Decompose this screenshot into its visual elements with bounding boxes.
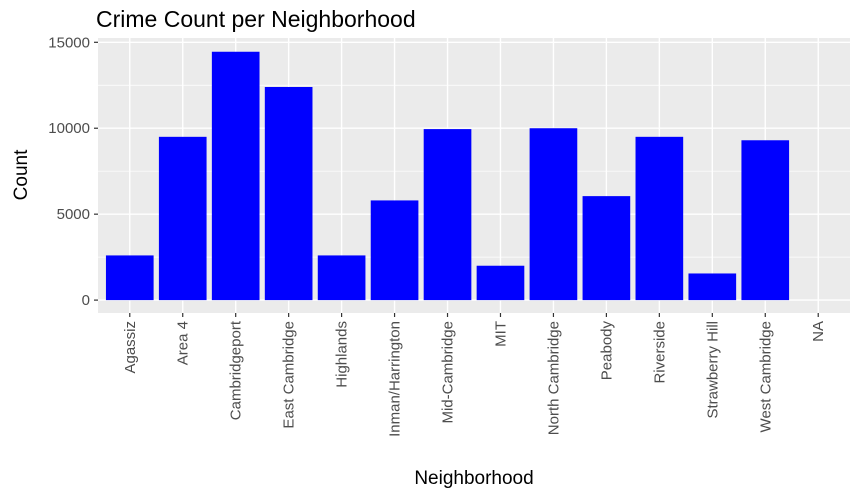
- bars: [105, 51, 790, 301]
- bar: [741, 140, 790, 301]
- bar: [582, 196, 631, 301]
- x-tick-label: Cambridgeport: [228, 320, 245, 420]
- x-tick-label: Strawberry Hill: [704, 321, 721, 419]
- bar: [635, 136, 684, 301]
- x-tick-label: West Cambridge: [757, 321, 774, 432]
- x-axis: Agassiz Area 4 Cambridgeport East Cambridge…: [122, 313, 827, 437]
- bar: [423, 129, 472, 301]
- x-tick-label: Agassiz: [122, 321, 139, 374]
- y-tick-label: 15000: [48, 34, 90, 51]
- x-tick-label: Mid-Cambridge: [440, 321, 457, 424]
- x-tick-label: North Cambridge: [545, 321, 562, 435]
- x-tick-label: NA: [810, 321, 827, 342]
- plot-panel: [98, 38, 850, 313]
- y-tick-label: 10000: [48, 120, 90, 137]
- bar: [264, 86, 313, 301]
- chart-title: Crime Count per Neighborhood: [96, 6, 416, 32]
- x-axis-title: Neighborhood: [414, 468, 533, 489]
- y-axis: 0 5000 10000 15000: [48, 34, 98, 309]
- bar: [370, 200, 419, 301]
- x-tick-label: Highlands: [334, 321, 351, 388]
- bar: [158, 136, 207, 301]
- x-tick-label: Peabody: [598, 321, 615, 381]
- y-axis-title: Count: [11, 149, 32, 200]
- bar: [529, 128, 578, 301]
- x-tick-label: Inman/Harrington: [387, 321, 404, 437]
- y-tick-label: 0: [82, 292, 90, 309]
- bar: [476, 265, 525, 301]
- y-tick-label: 5000: [57, 206, 90, 223]
- x-tick-label: East Cambridge: [281, 321, 298, 429]
- x-tick-label: MIT: [492, 321, 509, 347]
- x-tick-label: Area 4: [175, 321, 192, 365]
- bar: [211, 51, 260, 301]
- bar: [317, 255, 366, 301]
- bar: [105, 255, 154, 301]
- x-tick-label: Riverside: [651, 321, 668, 384]
- bar: [688, 273, 737, 301]
